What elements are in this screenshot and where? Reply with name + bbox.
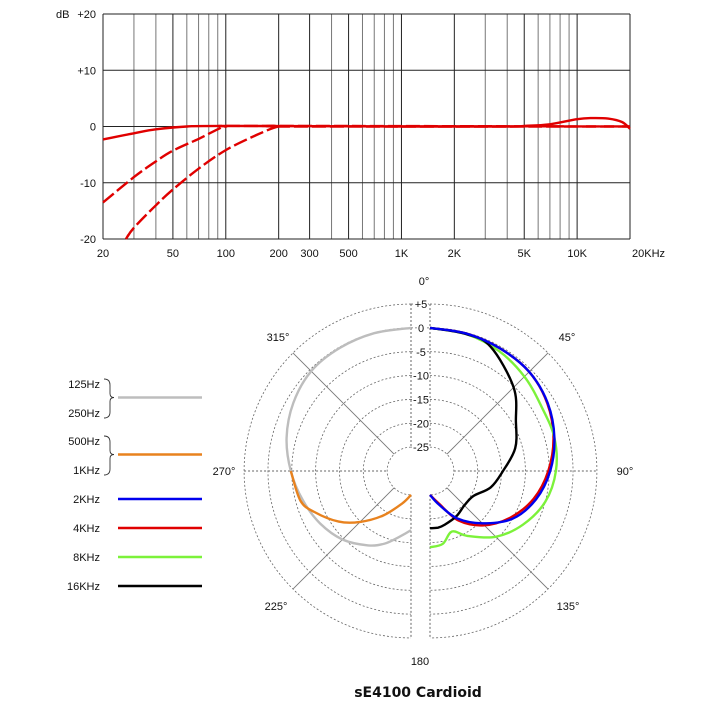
legend-label: 250Hz bbox=[68, 408, 100, 420]
y-unit-label: dB bbox=[56, 9, 69, 21]
polar-ring-left bbox=[291, 351, 412, 591]
y-tick-label: 0 bbox=[90, 122, 96, 134]
x-tick-label: 20 bbox=[97, 248, 109, 260]
x-tick-label: 20KHz bbox=[632, 248, 665, 260]
y-tick-label: +20 bbox=[77, 9, 96, 21]
polar-curve-125hz-250hz bbox=[285, 326, 412, 547]
r-tick-label: 0 bbox=[418, 323, 424, 335]
polar-ring-left bbox=[315, 375, 412, 567]
angle-label-315: 315° bbox=[267, 332, 290, 344]
polar-curve-2khz bbox=[429, 326, 556, 525]
polar-curve-500hz-1khz bbox=[289, 470, 412, 524]
x-tick-label: 10K bbox=[567, 248, 587, 260]
r-tick-label: +5 bbox=[415, 299, 428, 311]
legend-label: 2KHz bbox=[73, 494, 100, 506]
angle-label-225: 225° bbox=[265, 601, 288, 613]
polar-grid bbox=[243, 303, 598, 639]
legend-brace bbox=[103, 378, 115, 419]
legend: 125Hz 250Hz 500Hz 1KHz 2KHz 4KHz 8KHz 16KHz bbox=[67, 378, 202, 593]
angle-label-180: 180 bbox=[411, 656, 429, 668]
polar-pattern-chart: 0° 45° 90° 135° 180 225° 270° 315° +5 0 -5… bbox=[67, 276, 633, 701]
r-tick-label: -5 bbox=[416, 347, 426, 359]
x-tick-label: 1K bbox=[395, 248, 409, 260]
polar-ring-left bbox=[243, 303, 412, 639]
angle-label-45: 45° bbox=[559, 332, 576, 344]
spoke-45 bbox=[446, 352, 549, 455]
x-tick-label: 200 bbox=[269, 248, 287, 260]
r-tick-label: -15 bbox=[413, 394, 429, 406]
y-tick-label: -10 bbox=[80, 178, 96, 190]
polar-labels: 0° 45° 90° 135° 180 225° 270° 315° +5 0 -5… bbox=[213, 276, 634, 668]
response-curve-2 bbox=[102, 124, 631, 204]
legend-label: 500Hz bbox=[68, 436, 100, 448]
polar-curves bbox=[285, 326, 558, 549]
polar-curve-4khz bbox=[429, 326, 555, 527]
polar-ring-right bbox=[429, 351, 550, 591]
legend-label: 8KHz bbox=[73, 552, 100, 564]
legend-label: 16KHz bbox=[67, 581, 100, 593]
angle-label-135: 135° bbox=[557, 601, 580, 613]
legend-brace bbox=[103, 435, 115, 476]
legend-label: 4KHz bbox=[73, 523, 100, 535]
polar-ring-left bbox=[386, 446, 412, 496]
x-tick-label: 50 bbox=[167, 248, 179, 260]
polar-ring-right bbox=[429, 446, 455, 496]
legend-label: 1KHz bbox=[73, 465, 100, 477]
angle-label-270: 270° bbox=[213, 466, 236, 478]
response-curve-1 bbox=[102, 116, 631, 141]
x-tick-label: 100 bbox=[217, 248, 235, 260]
response-curve-3 bbox=[124, 124, 630, 240]
r-tick-label: -10 bbox=[413, 371, 429, 383]
spoke-225 bbox=[292, 487, 395, 590]
legend-label: 125Hz bbox=[68, 379, 100, 391]
x-tick-label: 2K bbox=[448, 248, 462, 260]
frequency-curves bbox=[102, 116, 631, 240]
polar-curve-8khz bbox=[429, 326, 558, 549]
r-tick-label: -20 bbox=[413, 418, 429, 430]
angle-label-90: 90° bbox=[617, 466, 634, 478]
angle-label-0: 0° bbox=[419, 276, 430, 288]
y-tick-label: -20 bbox=[80, 234, 96, 246]
polar-ring-right bbox=[429, 303, 598, 639]
y-tick-label: +10 bbox=[77, 65, 96, 77]
chart-title: sE4100 Cardioid bbox=[354, 685, 482, 701]
polar-ring-right bbox=[429, 399, 502, 543]
r-tick-label: -25 bbox=[413, 442, 429, 454]
polar-ring-left bbox=[362, 422, 412, 520]
x-tick-label: 5K bbox=[518, 248, 532, 260]
polar-curve-16khz bbox=[429, 326, 518, 530]
polar-ring-right bbox=[429, 327, 574, 615]
x-tick-label: 500 bbox=[339, 248, 357, 260]
polar-ring-left bbox=[339, 399, 412, 543]
polar-ring-right bbox=[429, 375, 526, 567]
spoke-315 bbox=[292, 352, 395, 455]
x-tick-label: 300 bbox=[300, 248, 318, 260]
